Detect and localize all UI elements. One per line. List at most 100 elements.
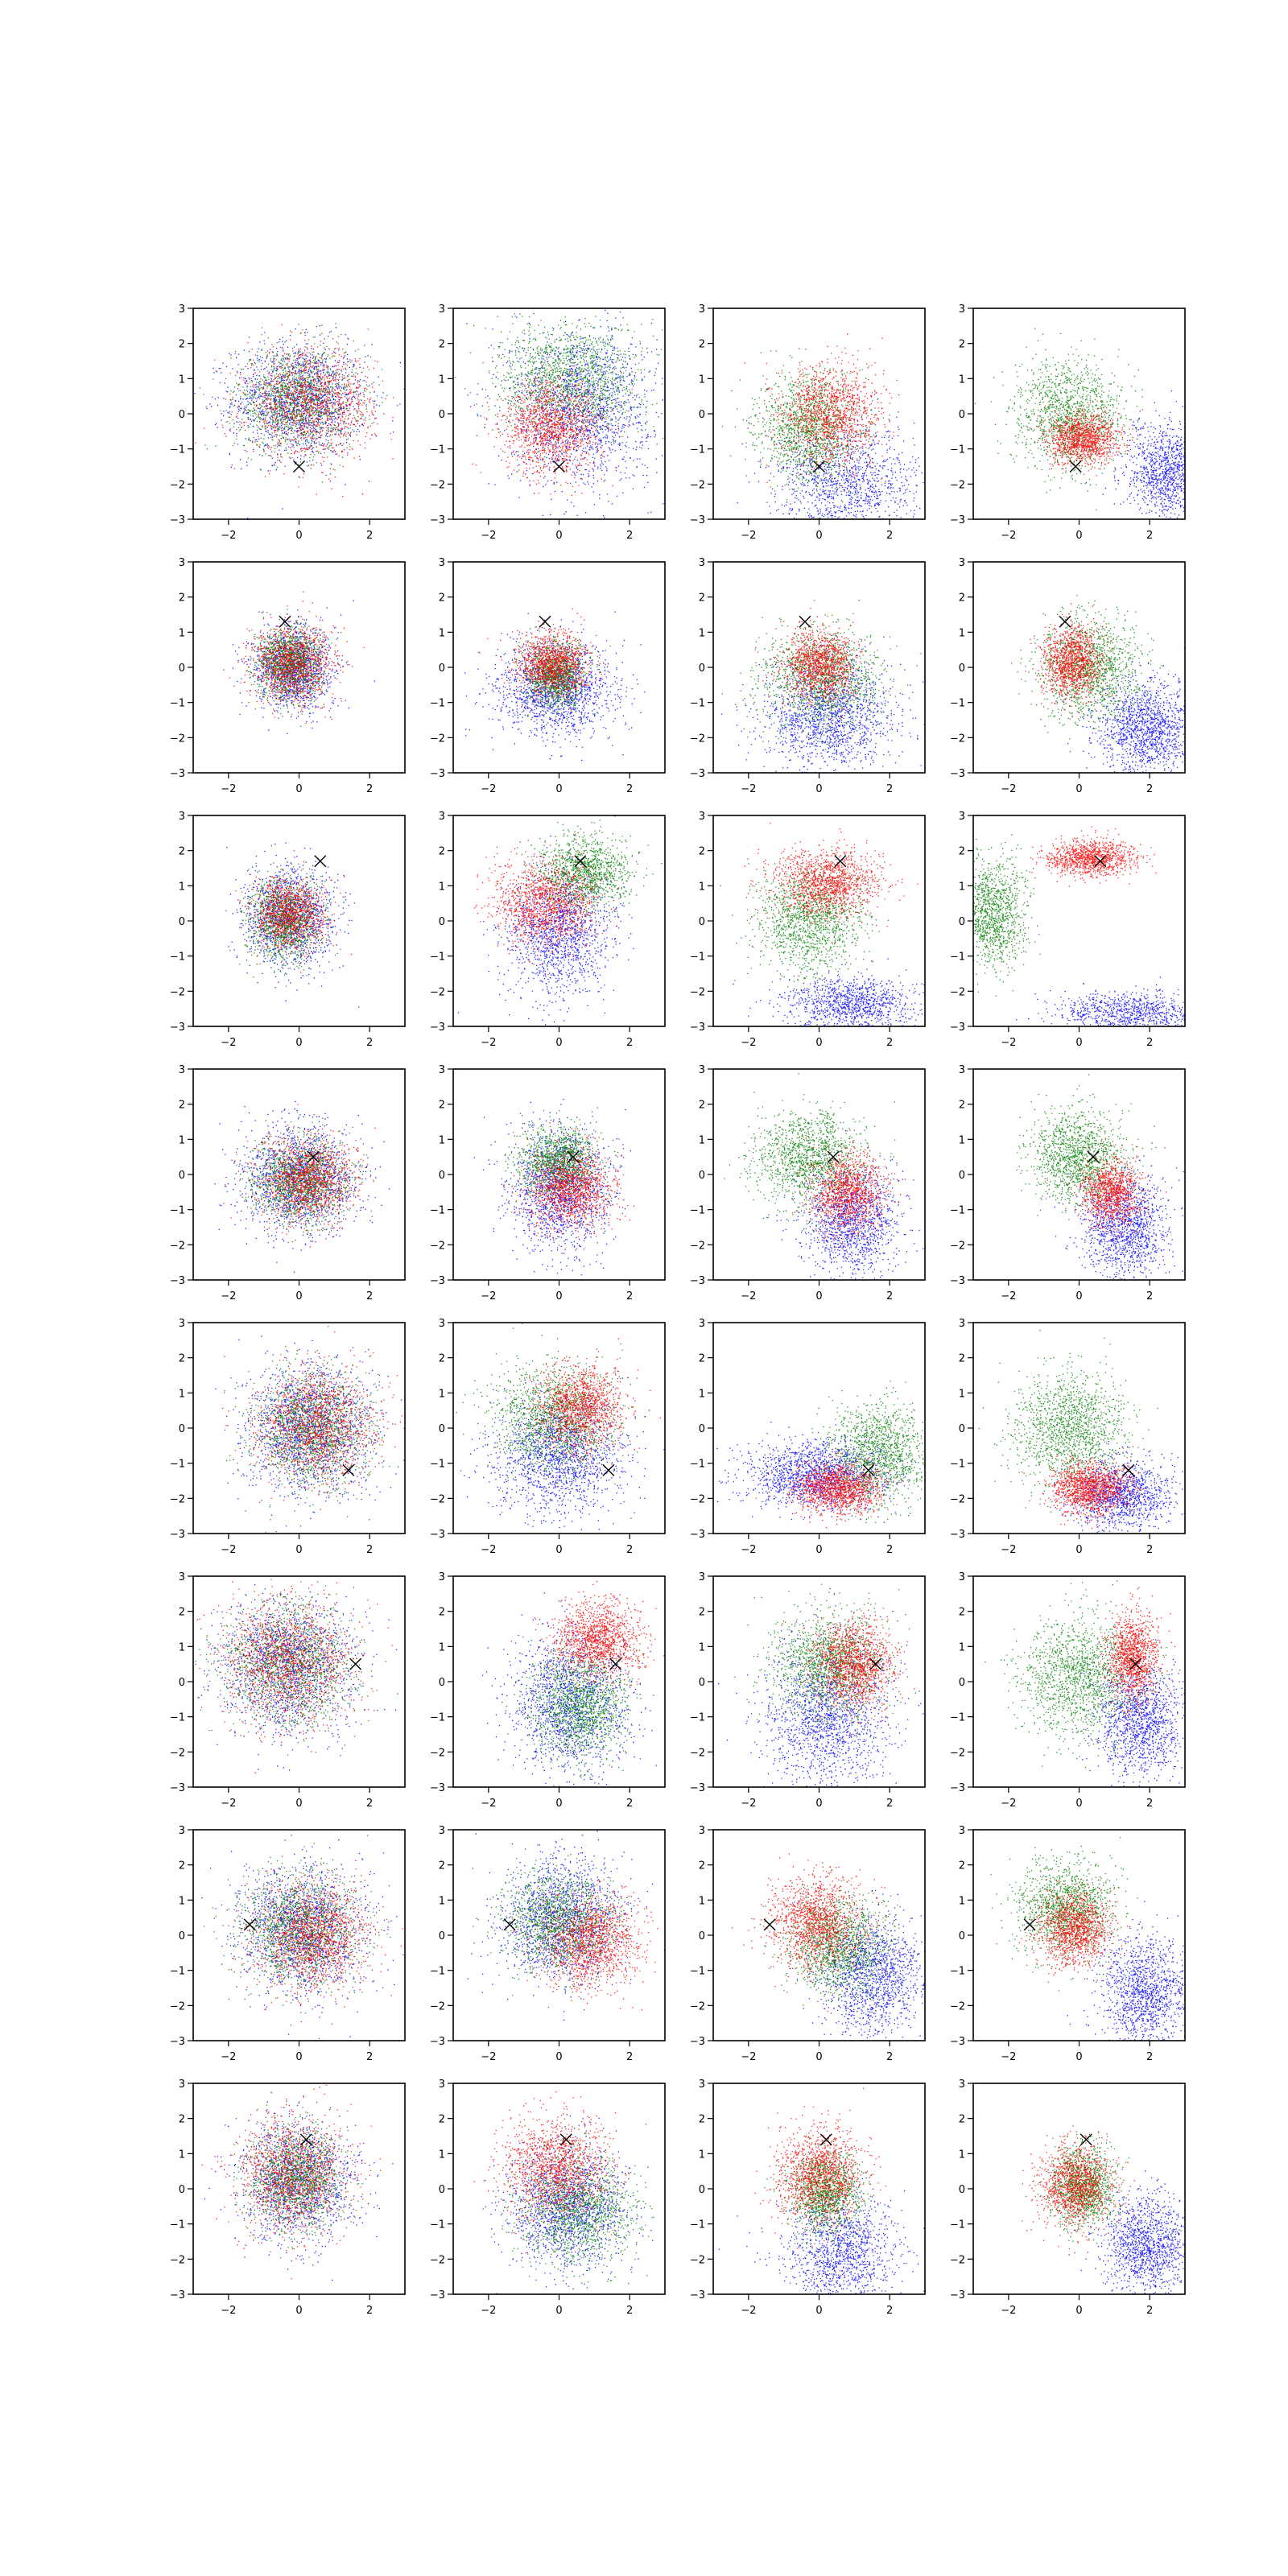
y-tick-label: −2	[430, 1493, 445, 1505]
scatter-panel-r4c1: −2 0 2 −3 −2 −1 0 1 2 3	[430, 1318, 666, 1556]
x-marker	[602, 1463, 615, 1476]
y-tick-label: −3	[170, 768, 185, 780]
y-tick-label: −1	[690, 1205, 705, 1217]
y-tick-label: 0	[179, 1677, 185, 1689]
y-tick-label: 0	[699, 663, 705, 675]
y-tick-label: 3	[439, 1571, 445, 1583]
y-tick-label: −2	[950, 479, 965, 491]
y-tick-label: 2	[179, 1607, 185, 1619]
plot-area	[201, 2084, 394, 2281]
y-tick-label: −3	[430, 1275, 445, 1287]
y-tick-label: −3	[950, 1782, 965, 1794]
y-tick-label: 1	[959, 1641, 965, 1653]
x-tick-label: 0	[295, 530, 302, 542]
x-marker	[763, 1918, 776, 1931]
plot-area	[974, 328, 1185, 519]
blue-point-cloud	[733, 958, 925, 1026]
x-tick-label: 0	[815, 2051, 822, 2063]
x-tick-label: 2	[1146, 530, 1153, 542]
x-tick-label: 0	[295, 1544, 302, 1556]
y-tick-label: 0	[699, 916, 705, 928]
x-tick-label: −2	[741, 1290, 756, 1302]
y-tick-label: 2	[179, 1353, 185, 1365]
x-tick-label: 2	[886, 2305, 893, 2317]
y-tick-label: −3	[950, 2289, 965, 2301]
red-point-cloud	[744, 823, 919, 944]
x-tick-label: −2	[221, 783, 236, 795]
y-tick-label: 2	[959, 2114, 965, 2126]
y-tick-label: 0	[179, 663, 185, 675]
x-tick-label: 2	[626, 1544, 633, 1556]
x-marker	[243, 1918, 256, 1931]
scatter-panel-r2c2: −2 0 2 −3 −2 −1 0 1 2 3	[690, 811, 926, 1049]
x-tick-label: 2	[1146, 783, 1153, 795]
plot-area	[1011, 595, 1185, 773]
y-tick-label: −1	[430, 1459, 445, 1471]
y-tick-label: −1	[950, 444, 965, 456]
x-tick-label: 0	[295, 2305, 302, 2317]
x-tick-label: 0	[555, 1544, 562, 1556]
y-tick-label: 1	[439, 2149, 445, 2161]
red-point-cloud	[229, 591, 365, 724]
red-point-cloud	[1044, 1137, 1167, 1241]
y-tick-label: −3	[430, 1022, 445, 1034]
x-tick-label: −2	[741, 1037, 756, 1049]
y-tick-label: −2	[690, 479, 705, 491]
x-tick-label: 2	[886, 530, 893, 542]
y-tick-label: −1	[430, 444, 445, 456]
x-tick-label: −2	[741, 2305, 756, 2317]
plot-area	[464, 608, 646, 762]
y-tick-label: −1	[690, 444, 705, 456]
y-tick-label: 1	[959, 1134, 965, 1146]
y-tick-label: 3	[179, 1571, 185, 1583]
plot-area	[454, 309, 664, 518]
plot-area	[214, 1100, 390, 1273]
x-tick-label: −2	[481, 2051, 496, 2063]
y-tick-label: 1	[699, 1388, 705, 1400]
y-tick-label: −3	[690, 1782, 705, 1794]
x-marker	[799, 615, 811, 628]
y-tick-label: 0	[439, 1677, 445, 1689]
y-tick-label: −2	[950, 733, 965, 745]
y-tick-label: −1	[170, 698, 185, 710]
y-tick-label: 3	[179, 303, 185, 316]
y-tick-label: −2	[430, 479, 445, 491]
scatter-panel-r3c3: −2 0 2 −3 −2 −1 0 1 2 3	[950, 1064, 1186, 1302]
x-marker	[1122, 1463, 1135, 1476]
x-tick-label: 0	[555, 2051, 562, 2063]
red-point-cloud	[472, 340, 633, 497]
y-tick-label: −1	[950, 698, 965, 710]
y-tick-label: −3	[170, 2289, 185, 2301]
x-tick-label: 0	[555, 783, 562, 795]
red-point-cloud	[1097, 1587, 1176, 1725]
x-tick-label: −2	[1001, 2051, 1016, 2063]
blue-point-cloud	[214, 1100, 390, 1273]
red-point-cloud	[473, 2091, 630, 2254]
y-tick-label: −3	[690, 2289, 705, 2301]
x-marker	[813, 460, 825, 473]
y-tick-label: −3	[430, 514, 445, 526]
y-tick-label: −2	[950, 1493, 965, 1505]
scatter-panel-r1c0: −2 0 2 −3 −2 −1 0 1 2 3	[170, 557, 406, 795]
y-tick-label: −1	[170, 952, 185, 964]
green-point-cloud	[985, 1580, 1181, 1769]
x-tick-label: −2	[221, 530, 236, 542]
y-tick-label: 1	[179, 1895, 185, 1907]
y-tick-label: −3	[950, 1529, 965, 1541]
y-tick-label: 0	[959, 1423, 965, 1435]
y-tick-label: −3	[430, 1782, 445, 1794]
y-tick-label: −1	[430, 1712, 445, 1724]
y-tick-label: 0	[439, 2184, 445, 2196]
y-tick-label: 1	[959, 1388, 965, 1400]
y-tick-label: −1	[430, 1966, 445, 1978]
y-tick-label: 2	[959, 846, 965, 858]
x-tick-label: −2	[741, 530, 756, 542]
x-tick-label: 0	[815, 530, 822, 542]
y-tick-label: 3	[439, 557, 445, 569]
y-tick-label: −3	[170, 1782, 185, 1794]
red-point-cloud	[479, 608, 611, 720]
y-tick-label: −2	[950, 1747, 965, 1759]
scatter-panel-r7c1: −2 0 2 −3 −2 −1 0 1 2 3	[430, 2079, 666, 2317]
y-tick-label: −2	[170, 1747, 185, 1759]
y-tick-label: −2	[430, 733, 445, 745]
